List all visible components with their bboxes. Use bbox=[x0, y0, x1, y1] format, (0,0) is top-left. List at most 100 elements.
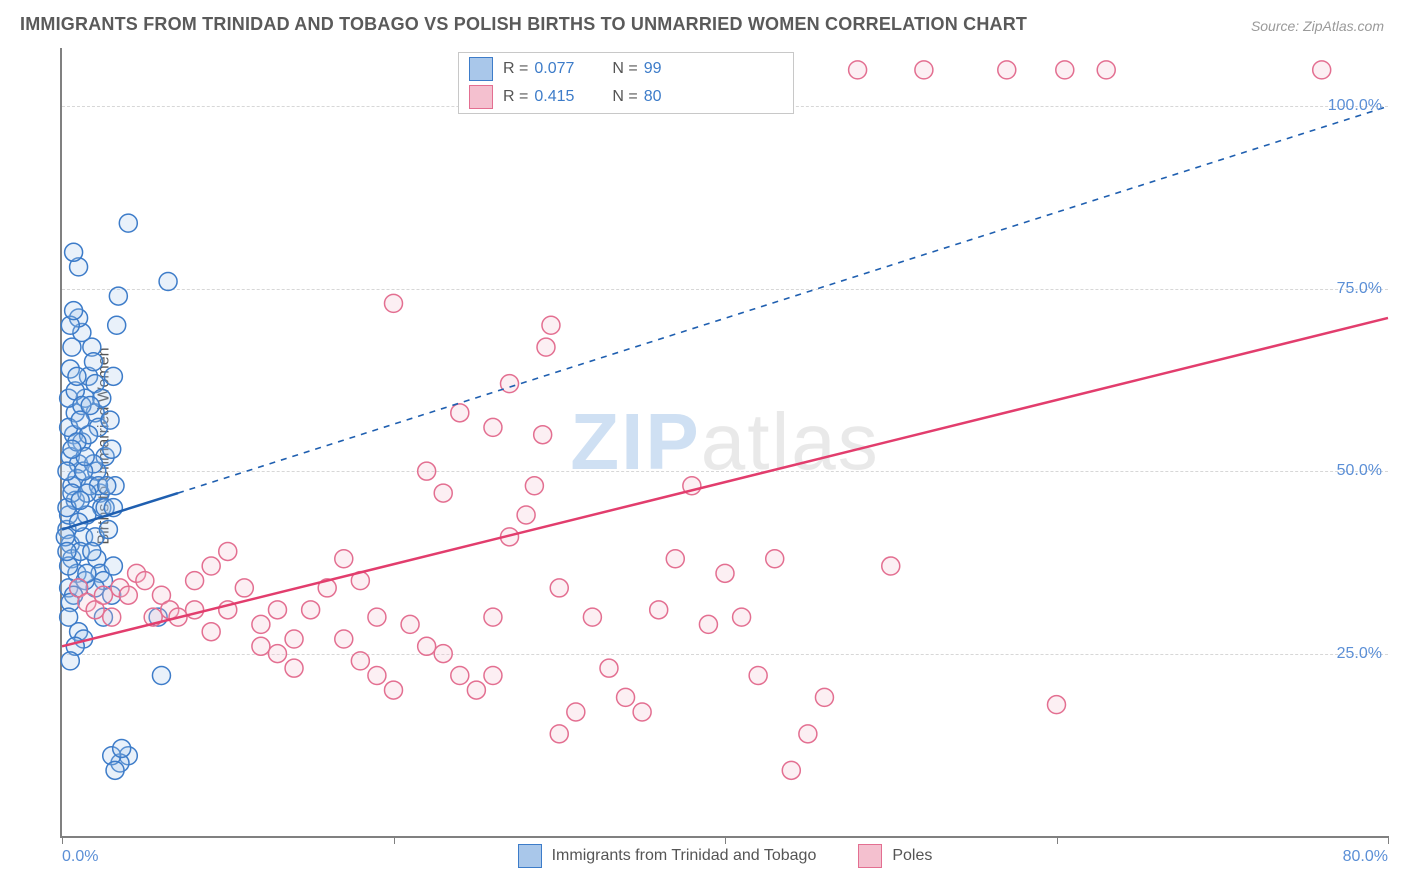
data-point bbox=[219, 542, 237, 560]
legend-r-series2: R = 0.415 bbox=[503, 88, 574, 106]
data-point bbox=[302, 601, 320, 619]
data-point bbox=[749, 666, 767, 684]
data-point bbox=[385, 294, 403, 312]
r-label: R = bbox=[503, 60, 528, 78]
data-point bbox=[103, 608, 121, 626]
data-point bbox=[567, 703, 585, 721]
legend-n-series1: N = 99 bbox=[612, 60, 661, 78]
data-point bbox=[1056, 61, 1074, 79]
data-point bbox=[484, 608, 502, 626]
swatch-series1 bbox=[469, 57, 493, 81]
data-point bbox=[583, 608, 601, 626]
data-point bbox=[104, 367, 122, 385]
data-point bbox=[799, 725, 817, 743]
data-point bbox=[351, 652, 369, 670]
ytick-label: 50.0% bbox=[1337, 462, 1382, 480]
data-point bbox=[418, 637, 436, 655]
data-point bbox=[782, 761, 800, 779]
legend-item-series1: Immigrants from Trinidad and Tobago bbox=[518, 844, 817, 868]
n-label: N = bbox=[612, 60, 637, 78]
data-point bbox=[285, 630, 303, 648]
source-site: ZipAtlas.com bbox=[1303, 18, 1384, 34]
source-prefix: Source: bbox=[1251, 18, 1303, 34]
legend-label-series2: Poles bbox=[892, 847, 932, 865]
source-credit: Source: ZipAtlas.com bbox=[1251, 18, 1384, 34]
data-point bbox=[451, 666, 469, 684]
data-point bbox=[699, 615, 717, 633]
data-point bbox=[418, 462, 436, 480]
data-point bbox=[83, 542, 101, 560]
data-point bbox=[542, 316, 560, 334]
data-point bbox=[650, 601, 668, 619]
xtick bbox=[62, 836, 63, 844]
n-value: 99 bbox=[644, 60, 662, 78]
data-point bbox=[68, 367, 86, 385]
data-point bbox=[202, 623, 220, 641]
r-value: 0.415 bbox=[534, 88, 574, 106]
data-point bbox=[252, 637, 270, 655]
data-point bbox=[99, 521, 117, 539]
chart-plot-area: ZIPatlas R = 0.077 N = 99 R = 0.415 N bbox=[60, 48, 1388, 838]
data-point bbox=[268, 601, 286, 619]
data-point bbox=[368, 666, 386, 684]
data-point bbox=[101, 411, 119, 429]
data-point bbox=[434, 484, 452, 502]
data-point bbox=[109, 287, 127, 305]
xtick bbox=[1388, 836, 1389, 844]
legend-correlation-box: R = 0.077 N = 99 R = 0.415 N = 80 bbox=[458, 52, 794, 114]
data-point bbox=[1097, 61, 1115, 79]
xtick-label: 80.0% bbox=[1343, 848, 1388, 866]
data-point bbox=[733, 608, 751, 626]
data-point bbox=[550, 725, 568, 743]
data-point bbox=[451, 404, 469, 422]
data-point bbox=[65, 243, 83, 261]
swatch-series1-bottom bbox=[518, 844, 542, 868]
data-point bbox=[401, 615, 419, 633]
data-point bbox=[666, 550, 684, 568]
trend-line bbox=[178, 106, 1388, 493]
data-point bbox=[385, 681, 403, 699]
r-value: 0.077 bbox=[534, 60, 574, 78]
svg-layer bbox=[62, 48, 1388, 836]
n-label: N = bbox=[612, 88, 637, 106]
data-point bbox=[882, 557, 900, 575]
ytick-label: 25.0% bbox=[1337, 645, 1382, 663]
data-point bbox=[484, 666, 502, 684]
data-point bbox=[58, 462, 76, 480]
xtick bbox=[1057, 836, 1058, 844]
data-point bbox=[766, 550, 784, 568]
page-title: IMMIGRANTS FROM TRINIDAD AND TOBAGO VS P… bbox=[20, 14, 1027, 35]
data-point bbox=[84, 353, 102, 371]
legend-item-series2: Poles bbox=[858, 844, 932, 868]
data-point bbox=[103, 440, 121, 458]
xtick-label: 0.0% bbox=[62, 848, 98, 866]
data-point bbox=[159, 272, 177, 290]
data-point bbox=[484, 418, 502, 436]
data-point bbox=[285, 659, 303, 677]
legend-label-series1: Immigrants from Trinidad and Tobago bbox=[552, 847, 817, 865]
data-point bbox=[235, 579, 253, 597]
data-point bbox=[525, 477, 543, 495]
data-point bbox=[106, 761, 124, 779]
data-point bbox=[467, 681, 485, 699]
data-point bbox=[71, 491, 89, 509]
swatch-series2 bbox=[469, 85, 493, 109]
ytick-label: 75.0% bbox=[1337, 280, 1382, 298]
data-point bbox=[58, 542, 76, 560]
legend-row-series1: R = 0.077 N = 99 bbox=[459, 55, 793, 83]
legend-bottom: Immigrants from Trinidad and Tobago Pole… bbox=[62, 844, 1388, 868]
data-point bbox=[113, 739, 131, 757]
data-point bbox=[1313, 61, 1331, 79]
data-point bbox=[633, 703, 651, 721]
data-point bbox=[534, 426, 552, 444]
legend-r-series1: R = 0.077 bbox=[503, 60, 574, 78]
data-point bbox=[61, 652, 79, 670]
r-label: R = bbox=[503, 88, 528, 106]
data-point bbox=[550, 579, 568, 597]
data-point bbox=[849, 61, 867, 79]
data-point bbox=[600, 659, 618, 677]
data-point bbox=[63, 440, 81, 458]
data-point bbox=[94, 586, 112, 604]
data-point bbox=[152, 666, 170, 684]
data-point bbox=[202, 557, 220, 575]
